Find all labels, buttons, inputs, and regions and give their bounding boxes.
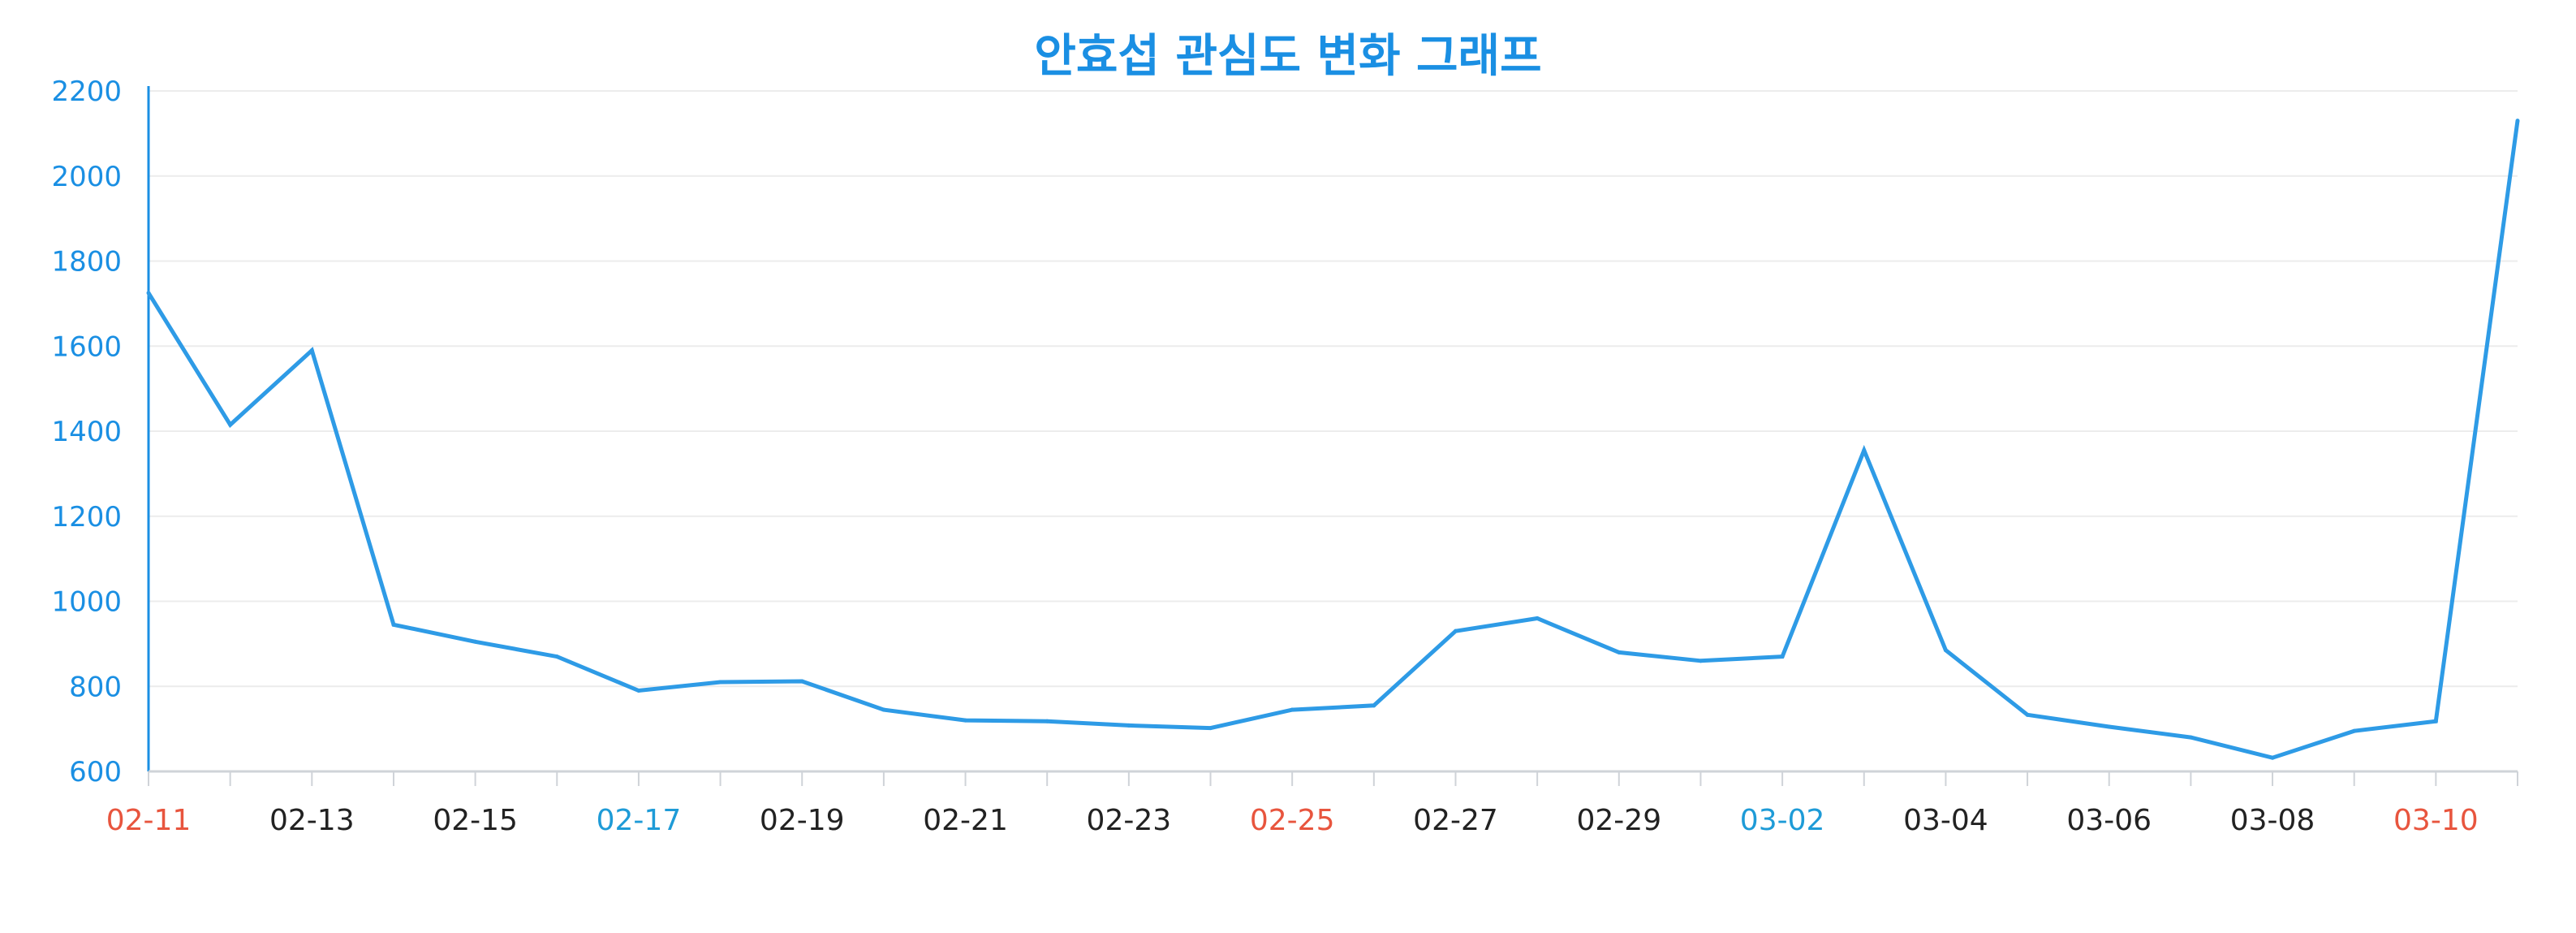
y-tick-label: 2200 bbox=[51, 76, 122, 108]
data-point bbox=[473, 639, 478, 644]
data-point bbox=[2107, 724, 2112, 729]
series-line bbox=[146, 120, 2520, 760]
x-tick-label: 02-13 bbox=[269, 804, 355, 837]
x-tick-label: 02-29 bbox=[1576, 804, 1661, 837]
data-point bbox=[228, 422, 233, 427]
data-point bbox=[391, 622, 396, 627]
data-point bbox=[2270, 755, 2275, 760]
y-axis-ticks: 600 800 1000 1200 1400 1600 1800 2000 2200 bbox=[51, 76, 122, 788]
data-point bbox=[799, 679, 804, 684]
series-group bbox=[146, 119, 2520, 760]
data-point bbox=[1208, 726, 1213, 731]
data-point bbox=[636, 688, 641, 693]
x-tick-label: 02-27 bbox=[1413, 804, 1498, 837]
data-point bbox=[1698, 659, 1703, 663]
y-tick-label: 1800 bbox=[51, 246, 122, 279]
x-tick-label: 02-21 bbox=[923, 804, 1008, 837]
data-point bbox=[1290, 707, 1294, 712]
data-point bbox=[1045, 719, 1049, 724]
x-tick-label: 02-23 bbox=[1087, 804, 1172, 837]
data-point bbox=[554, 654, 559, 659]
data-point bbox=[1943, 648, 1948, 653]
x-tick-label: 02-15 bbox=[433, 804, 518, 837]
gridlines bbox=[149, 90, 2518, 772]
x-axis-ticks: 02-11 02-13 02-15 02-17 02-19 02-21 02-23 02-25… bbox=[106, 804, 2479, 837]
data-point bbox=[1617, 650, 1622, 654]
data-point bbox=[963, 718, 968, 723]
x-tick-label: 03-06 bbox=[2066, 804, 2152, 837]
data-point bbox=[309, 348, 314, 352]
x-tick-label: 02-25 bbox=[1250, 804, 1335, 837]
data-point bbox=[1780, 654, 1785, 659]
data-point bbox=[2515, 119, 2520, 123]
x-tick-label: 03-04 bbox=[1903, 804, 1988, 837]
data-point bbox=[1862, 448, 1867, 453]
y-tick-label: 1000 bbox=[51, 586, 122, 619]
x-tick-label: 03-10 bbox=[2393, 804, 2479, 837]
data-point bbox=[2025, 712, 2030, 717]
y-tick-label: 1400 bbox=[51, 416, 122, 448]
y-tick-label: 800 bbox=[69, 671, 122, 703]
data-point bbox=[718, 680, 723, 685]
data-point bbox=[881, 707, 886, 712]
y-tick-label: 1600 bbox=[51, 330, 122, 363]
y-tick-label: 1200 bbox=[51, 501, 122, 533]
y-tick-label: 600 bbox=[69, 756, 122, 788]
data-point bbox=[1453, 628, 1458, 633]
x-tick-label: 02-11 bbox=[106, 804, 192, 837]
axes bbox=[147, 86, 2518, 786]
data-point bbox=[1535, 616, 1540, 620]
x-tick-label: 03-02 bbox=[1740, 804, 1825, 837]
data-point bbox=[2433, 719, 2438, 724]
x-tick-label: 02-19 bbox=[760, 804, 845, 837]
data-point bbox=[2352, 728, 2357, 733]
x-tick-label: 02-17 bbox=[597, 804, 682, 837]
y-tick-label: 2000 bbox=[51, 161, 122, 193]
data-point bbox=[1126, 723, 1131, 728]
data-point bbox=[2188, 735, 2193, 740]
x-tick-label: 03-08 bbox=[2230, 804, 2315, 837]
data-point bbox=[1372, 703, 1376, 708]
chart-title: 안효섭 관심도 변화 그래프 bbox=[1034, 30, 1542, 83]
data-point bbox=[146, 291, 151, 296]
